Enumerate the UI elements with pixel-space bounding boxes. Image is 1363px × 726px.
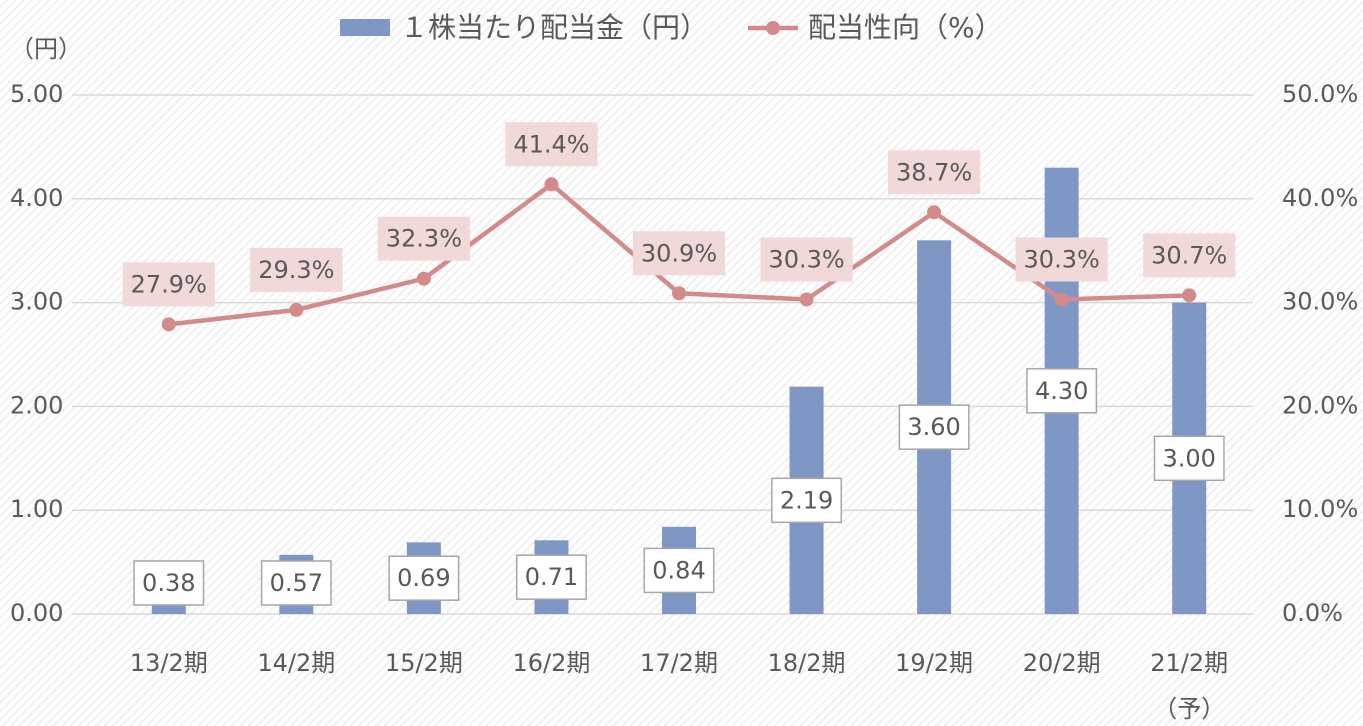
line-value-label-group: 38.7%: [887, 150, 981, 195]
line-value-label-box: [632, 231, 726, 276]
forecast-note: （予）: [1153, 695, 1225, 723]
x-tick-label: 18/2期: [768, 649, 846, 677]
y2-tick-label: 10.0%: [1282, 495, 1358, 523]
line-value-label: 30.3%: [768, 245, 844, 273]
x-tick-label: 14/2期: [257, 649, 335, 677]
bar-value-label-box: [388, 555, 460, 601]
y2-tick-label: 50.0%: [1282, 80, 1358, 108]
line-value-label-group: 32.3%: [377, 216, 471, 261]
line-value-label: 32.3%: [386, 225, 462, 253]
bar-value-label: 0.38: [142, 569, 195, 597]
line-marker: [416, 271, 431, 286]
line-value-label-group: 29.3%: [250, 247, 343, 292]
line-value-label-group: 30.3%: [760, 237, 853, 282]
y-tick-label: 1.00: [10, 495, 63, 523]
line-marker: [927, 205, 942, 220]
y-tick-label: 4.00: [10, 184, 63, 212]
bar-value-label: 4.30: [1035, 377, 1088, 405]
line-marker: [544, 177, 559, 192]
bar-value-label: 3.00: [1163, 444, 1216, 472]
legend-swatch-marker: [766, 21, 781, 35]
line-value-label-box: [760, 237, 853, 282]
bar-value-label-box: [643, 547, 715, 594]
line-value-label: 30.7%: [1151, 241, 1227, 269]
legend-label: １株当たり配当金（円）: [400, 11, 708, 44]
bar-value-label-group: 4.30: [1026, 368, 1098, 414]
x-tick-label: 15/2期: [385, 649, 463, 677]
bar-value-label-box: [1026, 368, 1098, 414]
line-value-label-box: [505, 122, 598, 167]
bar-value-label-group: 0.71: [515, 554, 587, 600]
bar-value-label-group: 0.38: [133, 560, 205, 606]
line-value-label-box: [1143, 233, 1236, 278]
legend-label: 配当性向（%）: [808, 11, 1003, 44]
bar-value-label-group: 0.57: [260, 560, 332, 606]
line-value-label: 41.4%: [513, 130, 589, 158]
line-value-label-box: [377, 216, 471, 261]
bar-value-label-box: [771, 477, 843, 524]
y-tick-label: 5.00: [10, 80, 63, 108]
y2-tick-label: 20.0%: [1282, 391, 1358, 419]
line-value-label-box: [887, 150, 981, 195]
line-marker: [161, 317, 176, 332]
line-value-label-box: [122, 262, 215, 307]
y-tick-label: 3.00: [10, 288, 63, 316]
bar-value-label: 2.19: [780, 486, 833, 514]
bar-value-label: 3.60: [907, 413, 960, 441]
bar-value-label-group: 3.60: [898, 404, 970, 450]
bar-value-label-group: 0.84: [643, 547, 715, 594]
line-value-label-group: 30.3%: [1015, 237, 1108, 282]
line-value-label: 30.3%: [1024, 245, 1100, 273]
bar-value-label: 0.69: [397, 564, 450, 592]
line-marker: [672, 286, 686, 301]
x-tick-label: 13/2期: [130, 649, 208, 677]
line-value-label-group: 30.9%: [632, 231, 726, 276]
line-marker: [1182, 288, 1197, 303]
line-value-label-group: 27.9%: [122, 262, 215, 307]
bar-value-label-box: [898, 404, 970, 450]
x-tick-label: 19/2期: [895, 649, 973, 677]
bar-value-label: 0.71: [525, 563, 578, 591]
y-tick-label: 0.00: [10, 599, 63, 627]
bar-value-label-box: [515, 554, 587, 600]
bar-value-label-box: [133, 560, 205, 606]
x-tick-label: 21/2期: [1150, 649, 1228, 677]
line-value-label-box: [250, 247, 343, 292]
bar-value-label-group: 3.00: [1153, 435, 1225, 482]
line-marker: [289, 302, 304, 317]
y-axis-label: （円）: [10, 35, 82, 63]
bar-value-label-group: 0.69: [388, 555, 460, 601]
line-value-label: 29.3%: [258, 256, 334, 284]
line-value-label-group: 30.7%: [1143, 233, 1236, 278]
line-marker: [799, 292, 814, 307]
line-value-label: 27.9%: [131, 270, 207, 298]
y2-tick-label: 0.0%: [1282, 599, 1343, 627]
x-tick-label: 17/2期: [640, 649, 718, 677]
bar-value-label: 0.84: [652, 556, 705, 584]
bar-value-label-group: 2.19: [771, 477, 843, 524]
bar-value-label: 0.57: [270, 569, 323, 597]
y-tick-label: 2.00: [10, 391, 63, 419]
line-marker: [1054, 292, 1069, 307]
bar-value-label-box: [260, 560, 332, 606]
y2-tick-label: 30.0%: [1282, 288, 1358, 316]
line-value-label-box: [1015, 237, 1108, 282]
x-tick-label: 16/2期: [512, 649, 590, 677]
line-value-label-group: 41.4%: [505, 122, 598, 167]
line-value-label: 38.7%: [896, 158, 972, 186]
line-value-label: 30.9%: [641, 239, 717, 267]
x-tick-label: 20/2期: [1023, 649, 1101, 677]
bar-value-label-box: [1153, 435, 1225, 482]
legend-swatch: [340, 19, 390, 36]
y2-tick-label: 40.0%: [1282, 184, 1358, 212]
